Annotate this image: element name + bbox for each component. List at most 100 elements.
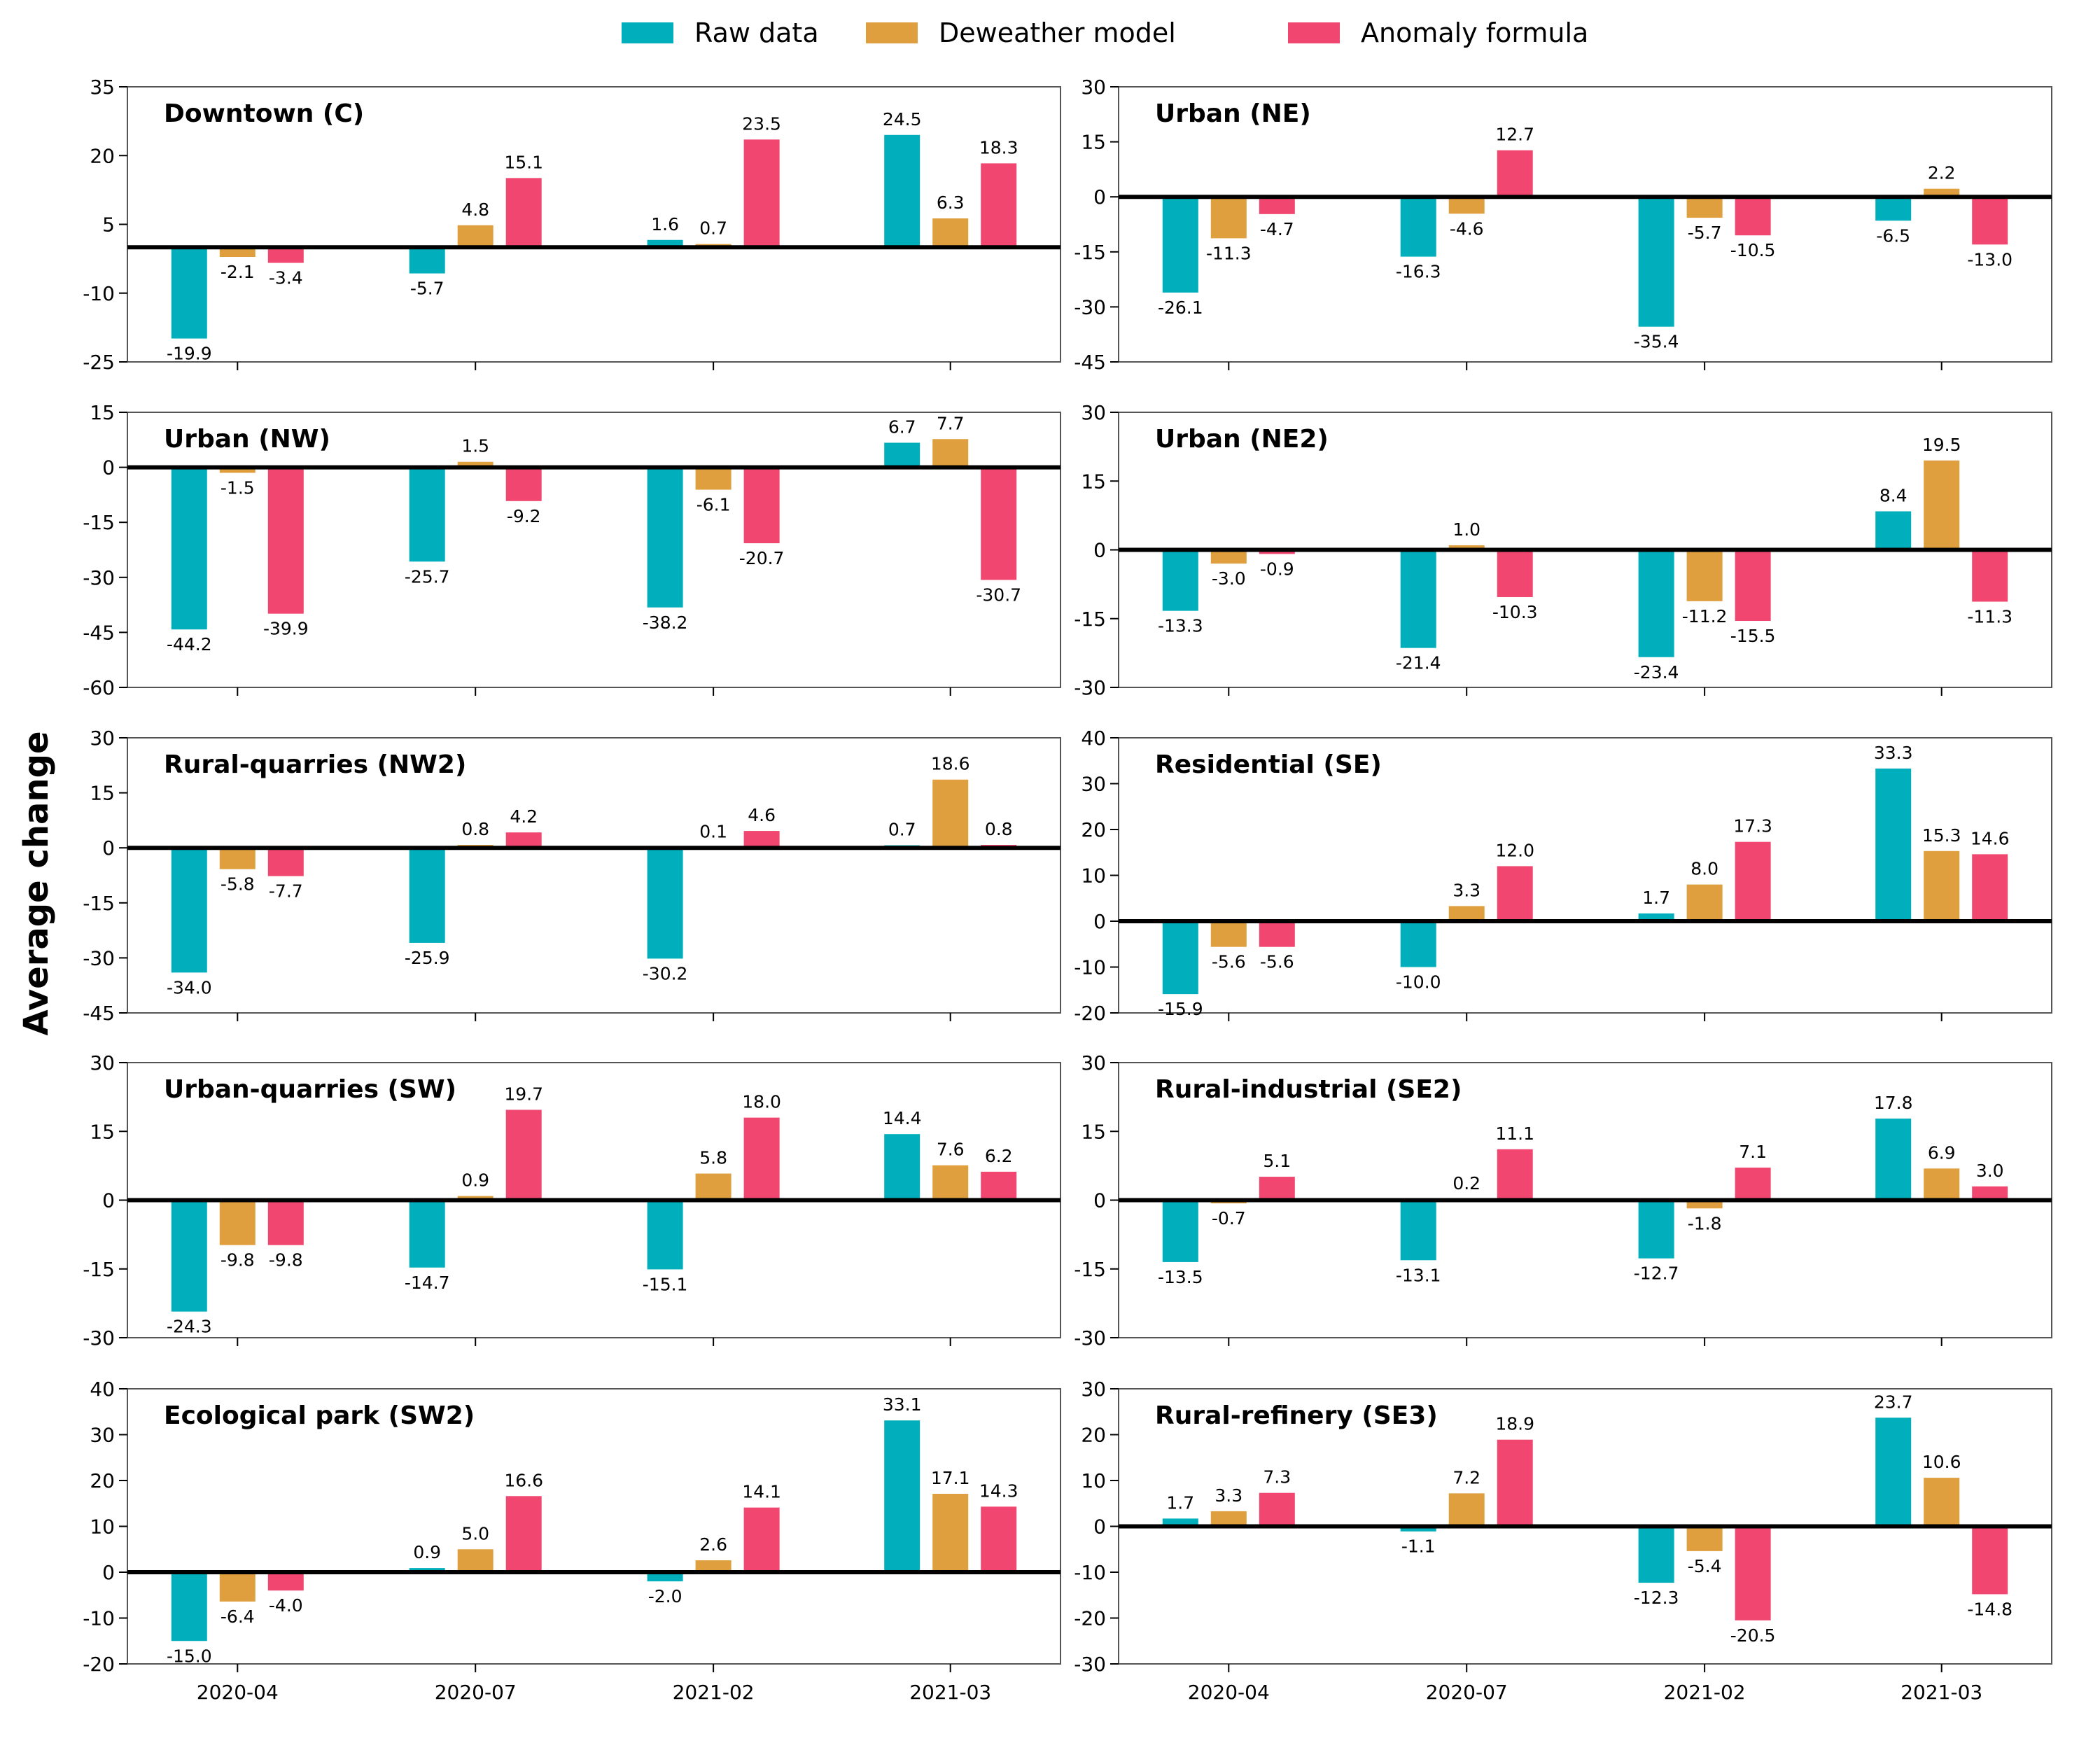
bar (267, 848, 304, 876)
y-tick-label: 20 (90, 1469, 115, 1492)
bar-value-label: -35.4 (1634, 332, 1679, 352)
panel-title: Downtown (C) (164, 99, 364, 128)
legend-label: Anomaly formula (1361, 18, 1588, 48)
bar-value-label: 0.7 (699, 218, 727, 239)
y-tick-label: -30 (83, 1326, 115, 1350)
legend-item: Anomaly formula (1288, 18, 1588, 48)
bar-value-label: -5.7 (1688, 223, 1722, 243)
bar-value-label: 14.4 (883, 1108, 922, 1128)
bar-value-label: 16.6 (504, 1470, 543, 1490)
bar (505, 1110, 542, 1200)
y-tick-label: 30 (1081, 76, 1106, 99)
y-tick-label: -45 (83, 621, 115, 644)
legend-swatch (866, 22, 918, 43)
bar (1448, 545, 1485, 550)
bar (1210, 1511, 1247, 1527)
bar (695, 1560, 732, 1572)
y-tick-label: 30 (90, 1424, 115, 1447)
bar-value-label: 1.5 (461, 436, 489, 456)
bar (1162, 1518, 1198, 1527)
y-tick-label: 20 (90, 144, 115, 167)
bar-value-label: 5.8 (699, 1148, 727, 1168)
legend-label: Deweather model (939, 18, 1176, 48)
bar (171, 1572, 207, 1642)
bar-value-label: -38.2 (643, 612, 688, 633)
bar (505, 178, 542, 248)
bar-value-label: 3.3 (1214, 1485, 1242, 1506)
chart-panel: -20 -10 0 10 20 30 40 2020-04 2020-07 2021-02 2021… (83, 1378, 1061, 1704)
y-tick-label: 15 (1081, 1120, 1106, 1143)
bar-value-label: -0.7 (1212, 1208, 1246, 1228)
bar-value-label: 11.1 (1495, 1124, 1534, 1144)
bar-value-label: 15.3 (1922, 825, 1961, 846)
bar (743, 139, 780, 248)
bar-value-label: -1.1 (1401, 1536, 1436, 1557)
bar (1400, 1200, 1436, 1261)
y-tick-label: -20 (83, 1653, 115, 1676)
bar (171, 1200, 207, 1312)
bar (647, 848, 683, 959)
bar (1686, 1200, 1723, 1209)
bar-value-label: -5.6 (1260, 952, 1294, 972)
bar (1259, 921, 1295, 947)
bar (1162, 1200, 1198, 1262)
y-tick-label: -15 (1074, 1258, 1106, 1281)
bar-value-label: -12.7 (1634, 1264, 1679, 1284)
panel-title: Urban (NW) (164, 425, 330, 454)
bar (219, 848, 255, 869)
bar-value-label: 18.6 (931, 754, 970, 774)
bar-value-label: -34.0 (167, 977, 212, 997)
bar-value-label: -11.2 (1682, 606, 1728, 626)
chart-panel: -30 -15 0 15 30 -13.5 -13.1 -12.7 17.8 -0.7 0.2 -1.… (1074, 1051, 2052, 1350)
chart-panel: -60 -45 -30 -15 0 15 -44.2 -25.7 -38.2 6.7 -1.5 1.5… (83, 401, 1061, 699)
bar (1972, 1526, 2008, 1595)
bar (884, 1420, 920, 1572)
y-tick-label: 30 (1081, 401, 1106, 424)
bar-value-label: 17.8 (1874, 1093, 1913, 1113)
bar-value-label: 0.2 (1452, 1173, 1480, 1194)
bar (1875, 1118, 1912, 1200)
bar (1924, 1168, 1960, 1200)
bar (1210, 197, 1247, 239)
bar-value-label: 0.1 (699, 822, 727, 842)
bar (1638, 913, 1674, 921)
bar-value-label: 6.3 (937, 192, 965, 213)
bar-value-label: 7.7 (937, 413, 965, 433)
y-tick-label: 15 (90, 782, 115, 805)
bar (457, 461, 493, 468)
bar (743, 1507, 780, 1572)
bar (1497, 1149, 1533, 1200)
bar (219, 247, 255, 258)
bar-value-label: -15.0 (167, 1646, 212, 1666)
bar-value-label: -19.9 (167, 344, 212, 364)
panel-title: Rural-quarries (NW2) (164, 750, 466, 779)
bar (1875, 511, 1912, 550)
y-tick-label: -30 (1074, 676, 1106, 699)
bar (932, 1165, 969, 1200)
bar-value-label: 3.3 (1452, 880, 1480, 900)
bar (743, 831, 780, 848)
bar-value-label: 2.6 (699, 1534, 727, 1555)
bar (219, 1572, 255, 1602)
panels: -25 -10 5 20 35 -19.9 -5.7 1.6 24.5 -2.1 4.8 0.7 6.3… (83, 76, 2052, 1704)
bar (1686, 884, 1723, 921)
bar (267, 1572, 304, 1591)
bar (171, 247, 207, 339)
bar (932, 218, 969, 248)
bar-value-label: 19.7 (504, 1084, 543, 1104)
bar-value-label: -11.3 (1967, 607, 2012, 627)
bar-value-label: 0.9 (461, 1170, 489, 1191)
bar (981, 163, 1017, 248)
y-tick-label: -10 (83, 1607, 115, 1630)
chart-panel: -30 -20 -10 0 10 20 30 2020-04 2020-07 2021-02 202… (1074, 1378, 2052, 1704)
bar-value-label: -4.6 (1450, 218, 1484, 239)
bar (1638, 197, 1674, 327)
bar-value-label: 14.1 (742, 1482, 781, 1502)
bar-value-label: -13.0 (1967, 249, 2012, 270)
bar (171, 848, 207, 973)
y-tick-label: 0 (102, 836, 115, 860)
bar (743, 1117, 780, 1200)
bar (1497, 866, 1533, 921)
bar-value-label: 1.7 (1642, 888, 1670, 908)
bar-value-label: -6.1 (696, 495, 731, 515)
